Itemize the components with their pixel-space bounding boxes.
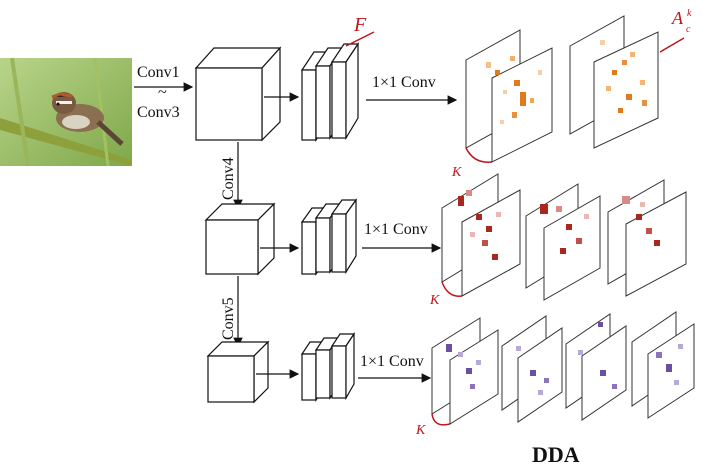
conv4-label: Conv4 bbox=[220, 157, 237, 200]
feature-cube-1 bbox=[194, 46, 282, 142]
feature-cube-2 bbox=[204, 202, 276, 276]
one-by-one-conv-label-1: 1×1 Conv bbox=[372, 74, 436, 91]
feature-stack-2 bbox=[300, 198, 358, 276]
feature-cube-3 bbox=[206, 340, 270, 404]
K-bracket-1 bbox=[465, 147, 493, 163]
K-label-2: K bbox=[429, 293, 440, 308]
K-label-1: K bbox=[451, 165, 462, 180]
feature-stack-3 bbox=[300, 332, 356, 402]
attention-maps-purple bbox=[431, 311, 695, 425]
A-marker bbox=[659, 37, 685, 53]
F-marker bbox=[345, 31, 375, 47]
conv5-label: Conv5 bbox=[220, 297, 237, 340]
tilde-label: ~ bbox=[158, 84, 167, 101]
attention-maps-orange bbox=[465, 15, 659, 163]
one-by-one-conv-label-2: 1×1 Conv bbox=[364, 221, 428, 238]
F-label: F bbox=[353, 14, 367, 36]
K-bracket-2 bbox=[441, 281, 463, 297]
K-label-3: K bbox=[415, 423, 426, 438]
dda-title: DDA bbox=[532, 442, 580, 467]
feature-stack-1 bbox=[300, 42, 360, 142]
A-sub: c bbox=[686, 24, 691, 35]
conv3-label: Conv3 bbox=[137, 104, 180, 121]
bird-photo bbox=[0, 57, 132, 167]
conv1-label: Conv1 bbox=[137, 64, 180, 81]
attention-maps-red bbox=[441, 173, 687, 301]
one-by-one-conv-label-3: 1×1 Conv bbox=[360, 353, 424, 370]
A-sup: k bbox=[687, 8, 692, 19]
A-label: A bbox=[671, 8, 684, 28]
K-bracket-3 bbox=[431, 413, 451, 426]
